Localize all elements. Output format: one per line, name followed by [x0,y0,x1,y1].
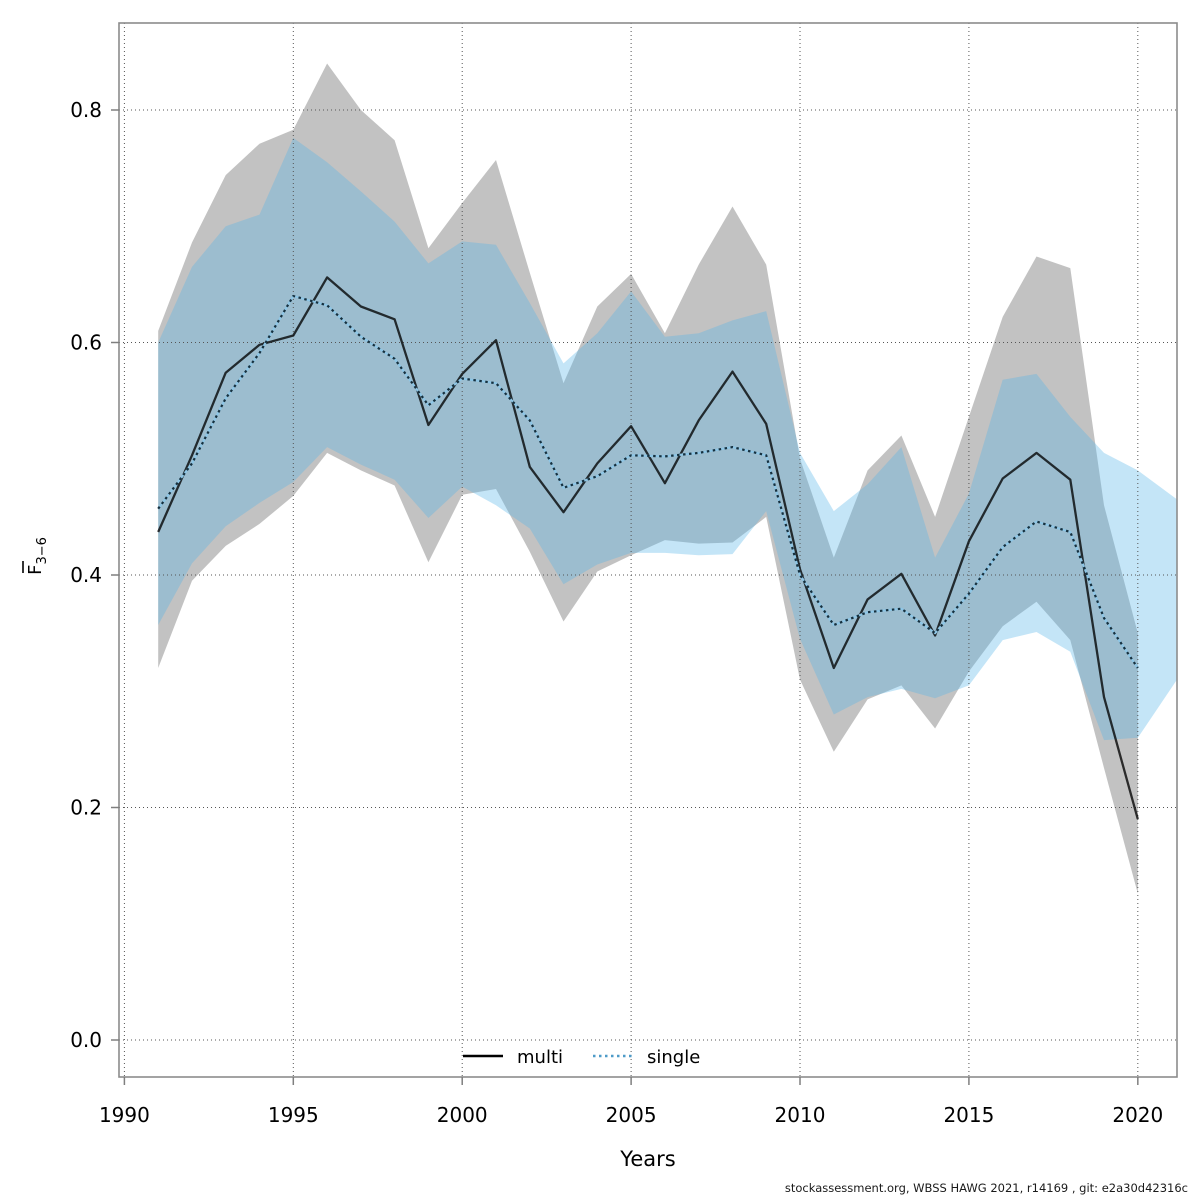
series-lines-layer [157,276,1139,820]
x-tick-label-1995: 1995 [268,1103,319,1127]
confidence-bands-layer [158,63,1177,894]
multi-confidence-band [158,63,1138,894]
y-tick-label-0.6: 0.6 [70,331,102,355]
y-axis-title-main: F [25,565,46,575]
x-axis-title: Years [619,1147,675,1171]
y-tick-label-0.4: 0.4 [70,563,102,587]
multi-line [157,276,1139,820]
footer-attribution: stockassessment.org, WBSS HAWG 2021, r14… [785,1181,1188,1195]
gridline-layer [119,23,1177,1077]
y-tick-label-0.2: 0.2 [70,796,102,820]
x-tick-label-2000: 2000 [437,1103,488,1127]
svg-text:F3−6: F3−6 [25,537,50,575]
legend-label-multi: multi [517,1047,563,1068]
y-axis-title: F3−6 [22,537,50,575]
y-tick-label-0.0: 0.0 [70,1028,102,1052]
plot-border [118,22,1178,1078]
x-tick-label-2010: 2010 [775,1103,826,1127]
y-tick-label-0.8: 0.8 [70,98,102,122]
legend-label-single: single [647,1047,700,1068]
x-tick-label-2020: 2020 [1112,1103,1163,1127]
single-line [157,294,1139,669]
y-axis-title-subscript: 3−6 [35,537,50,564]
x-tick-label-1990: 1990 [99,1103,150,1127]
single-confidence-band [158,137,1177,741]
axes-layer: 1990 1995 2000 2005 2010 2015 2020 0.0 0.2 0.4 0.6… [70,22,1178,1127]
legend: multi single [463,1047,700,1068]
x-tick-label-2005: 2005 [606,1103,657,1127]
x-tick-label-2015: 2015 [943,1103,994,1127]
